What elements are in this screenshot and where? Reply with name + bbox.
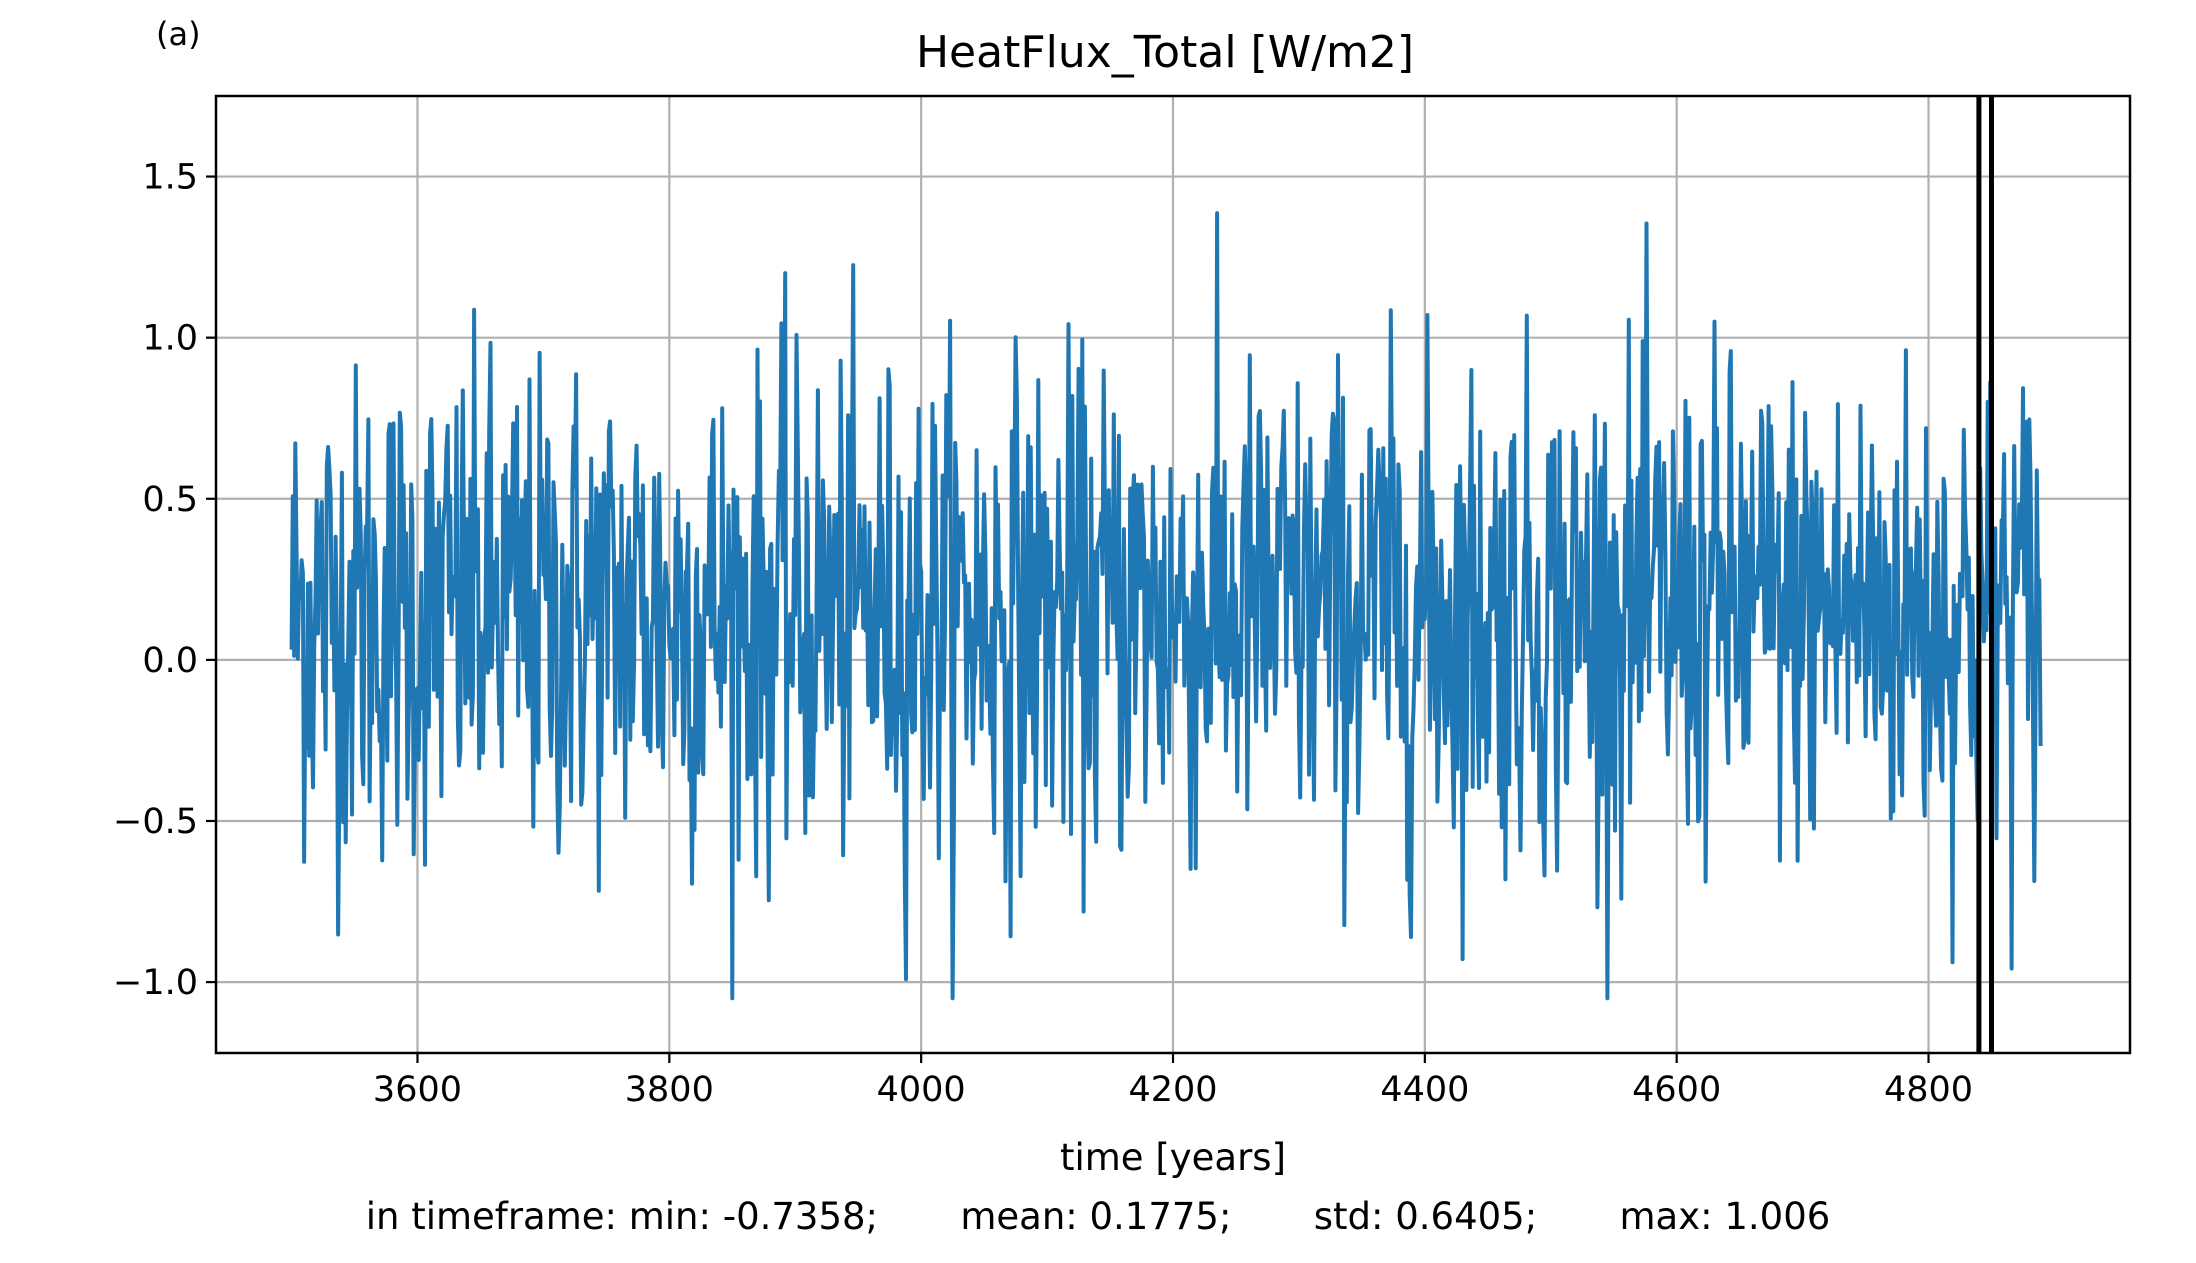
y-tick-label: −1.0 — [113, 963, 198, 1003]
y-tick-label: 1.5 — [142, 158, 198, 198]
y-axis: −1.0 −0.5 0.0 0.5 1.0 1.5 — [113, 158, 216, 1003]
x-tick-label: 4400 — [1380, 1070, 1469, 1110]
y-tick-label: −0.5 — [113, 802, 198, 842]
y-tick-label: 1.0 — [142, 319, 198, 359]
panel-label: (a) — [156, 15, 201, 53]
y-tick-label: 0.0 — [142, 641, 198, 681]
x-axis: 3600 3800 4000 4200 4400 4600 4800 — [373, 1053, 1973, 1110]
x-tick-label: 4800 — [1884, 1070, 1973, 1110]
series-line — [289, 211, 2043, 1001]
x-tick-label: 3600 — [373, 1070, 462, 1110]
x-axis-label: time [years] — [1060, 1136, 1286, 1179]
x-tick-label: 4000 — [877, 1070, 966, 1110]
y-tick-label: 0.5 — [142, 480, 198, 520]
x-tick-label: 4200 — [1128, 1070, 1217, 1110]
x-tick-label: 3800 — [625, 1070, 714, 1110]
stats-line: in timeframe: min: -0.7358; mean: 0.1775… — [365, 1195, 1831, 1238]
vertical-markers — [1976, 96, 1994, 1053]
x-tick-label: 4600 — [1632, 1070, 1721, 1110]
series-group — [289, 211, 2043, 1001]
chart-title: HeatFlux_Total [W/m2] — [916, 27, 1414, 78]
